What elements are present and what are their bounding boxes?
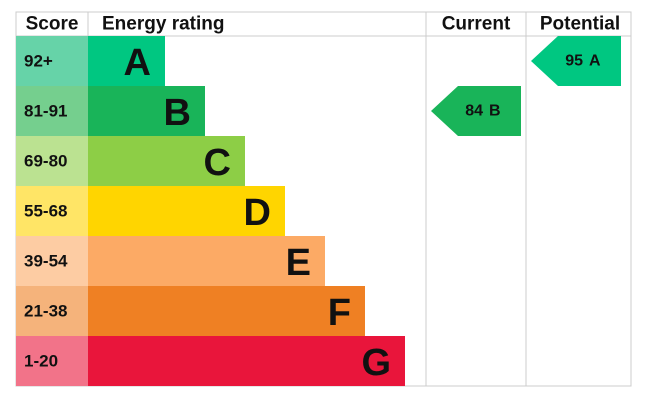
score-label: 55-68 (24, 202, 67, 221)
header-potential: Potential (540, 14, 620, 35)
rating-letter: E (286, 242, 311, 284)
rating-bar (88, 236, 325, 286)
rating-bar (88, 136, 245, 186)
score-label: 21-38 (24, 302, 67, 321)
potential-value: 95 (565, 53, 583, 70)
rating-bar (88, 286, 365, 336)
current-arrow (431, 86, 521, 136)
score-cell (16, 286, 88, 336)
score-label: 39-54 (24, 252, 68, 271)
score-cell (16, 236, 88, 286)
score-cell (16, 336, 88, 386)
score-cell (16, 86, 88, 136)
score-cell (16, 136, 88, 186)
header-current: Current (442, 14, 511, 35)
score-cell (16, 186, 88, 236)
current-letter: B (489, 103, 501, 120)
header-rating: Energy rating (102, 14, 224, 35)
potential-arrow (531, 36, 621, 86)
rating-bar (88, 186, 285, 236)
rating-letter: A (124, 42, 151, 84)
score-label: 92+ (24, 52, 53, 71)
header-score: Score (26, 14, 79, 35)
score-label: 69-80 (24, 152, 67, 171)
rating-letter: B (164, 92, 191, 134)
potential-letter: A (589, 53, 601, 70)
rating-bar (88, 36, 165, 86)
rating-letter: G (361, 342, 391, 384)
current-value: 84 (465, 103, 483, 120)
rating-letter: C (204, 142, 231, 184)
rating-letter: F (328, 292, 351, 334)
score-label: 81-91 (24, 102, 67, 121)
score-cell (16, 36, 88, 86)
score-label: 1-20 (24, 352, 58, 371)
rating-bar (88, 86, 205, 136)
rating-letter: D (244, 192, 271, 234)
rating-bar (88, 336, 405, 386)
